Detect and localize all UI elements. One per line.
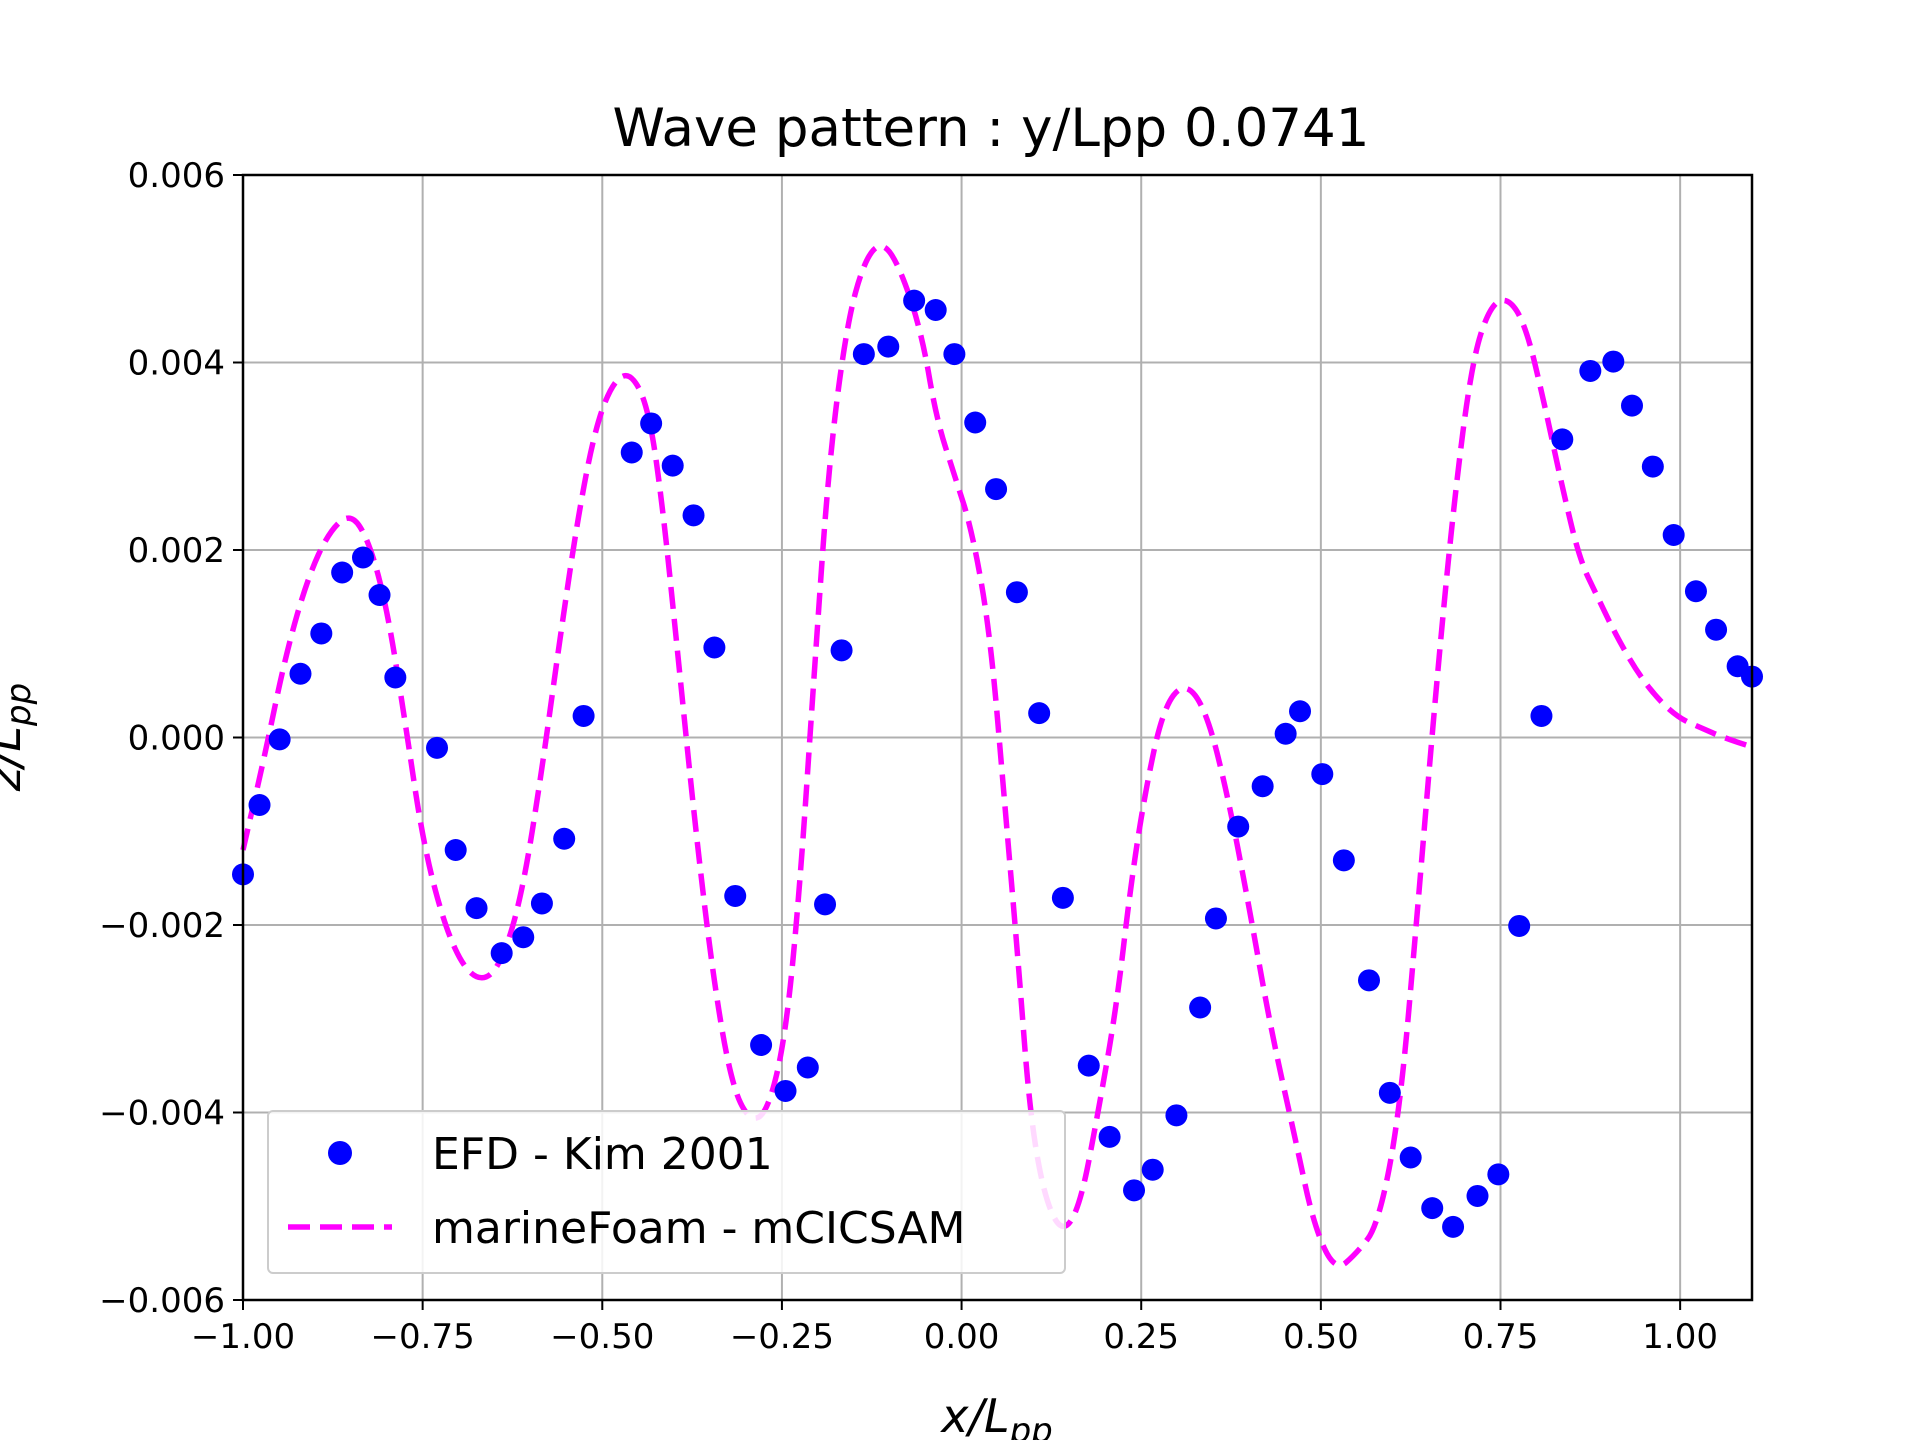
data-point <box>289 662 312 685</box>
y-axis-label: z/Lpp <box>0 683 39 792</box>
data-point <box>331 561 354 584</box>
data-point <box>1358 969 1381 992</box>
x-tick-label: 0.50 <box>1283 1317 1359 1357</box>
x-tick-label: 0.00 <box>924 1317 1000 1357</box>
data-point <box>964 411 987 434</box>
data-point <box>1289 700 1312 723</box>
data-point <box>490 942 513 965</box>
data-point <box>852 343 875 366</box>
data-point <box>1487 1163 1510 1186</box>
data-point <box>1098 1125 1121 1148</box>
data-point <box>1602 350 1625 373</box>
x-tick-label: 0.25 <box>1103 1317 1179 1357</box>
data-point <box>1551 428 1574 451</box>
data-point <box>268 728 291 751</box>
data-point <box>620 441 643 464</box>
legend-label-marinefoam: marineFoam - mCICSAM <box>432 1203 966 1254</box>
x-tick-label: −1.00 <box>191 1317 295 1357</box>
data-point <box>512 926 535 949</box>
x-axis-label: x/Lpp <box>939 1389 1053 1440</box>
legend-box <box>267 1110 1066 1274</box>
data-point <box>1466 1184 1489 1207</box>
y-tick-label: 0.004 <box>128 344 225 384</box>
data-point <box>426 736 449 759</box>
data-point <box>640 412 663 435</box>
data-point <box>796 1056 819 1079</box>
data-point <box>1274 722 1297 745</box>
data-point <box>1378 1081 1401 1104</box>
data-point <box>924 299 947 321</box>
data-point <box>530 892 553 915</box>
series-line-marinefoam <box>240 243 1753 1268</box>
x-tick-label: −0.75 <box>371 1317 475 1357</box>
series-markers-efd <box>232 289 1763 1238</box>
x-tick-label: 0.75 <box>1463 1317 1539 1357</box>
data-point <box>310 622 333 645</box>
data-point <box>553 827 576 850</box>
data-point <box>1051 886 1074 909</box>
data-point <box>985 478 1008 501</box>
data-point <box>750 1034 773 1056</box>
data-point <box>1005 581 1028 604</box>
data-point <box>1028 702 1051 725</box>
data-point <box>1508 914 1531 937</box>
data-point <box>1662 524 1685 546</box>
y-tick-label: −0.002 <box>99 906 225 946</box>
data-point <box>384 666 407 689</box>
data-point <box>1442 1215 1465 1238</box>
chart-title: Wave pattern : y/Lpp 0.0741 <box>613 98 1370 159</box>
plot-series <box>232 243 1763 1268</box>
data-point <box>1227 815 1250 838</box>
data-point <box>1399 1146 1422 1169</box>
data-point <box>1123 1179 1146 1202</box>
data-point <box>903 289 926 312</box>
data-point <box>1641 455 1664 478</box>
x-tick-label: 1.00 <box>1642 1317 1718 1357</box>
legend-marker-efd <box>328 1141 352 1165</box>
data-point <box>248 794 271 816</box>
y-tick-label: 0.000 <box>128 719 225 759</box>
data-point <box>1705 618 1728 641</box>
data-point <box>1579 359 1602 382</box>
data-point <box>1421 1197 1444 1220</box>
data-point <box>877 335 900 358</box>
data-point <box>661 454 684 477</box>
data-point <box>444 839 467 861</box>
y-tick-label: −0.006 <box>99 1281 225 1321</box>
data-point <box>572 704 595 727</box>
x-tick-label: −0.25 <box>730 1317 834 1357</box>
data-point <box>1077 1054 1100 1077</box>
data-point <box>703 636 726 659</box>
data-point <box>724 884 747 907</box>
data-point <box>1165 1104 1188 1127</box>
x-tick-label: −0.50 <box>550 1317 654 1357</box>
data-point <box>1251 775 1274 798</box>
data-point <box>830 639 853 662</box>
legend: EFD - Kim 2001 marineFoam - mCICSAM <box>267 1110 1066 1274</box>
x-axis-ticks: −1.00 −0.75 −0.50 −0.25 0.00 0.25 0.50 0.75 1.00 <box>191 1300 1718 1357</box>
data-point <box>1332 849 1355 872</box>
data-point <box>368 584 391 606</box>
data-point <box>774 1079 797 1102</box>
legend-label-efd: EFD - Kim 2001 <box>432 1129 773 1180</box>
data-point <box>1141 1158 1164 1181</box>
y-tick-label: −0.004 <box>99 1094 225 1134</box>
data-point <box>352 546 375 569</box>
data-point <box>1204 907 1227 930</box>
data-point <box>1311 763 1334 786</box>
data-point <box>1189 996 1212 1019</box>
data-point <box>1620 394 1643 417</box>
data-point <box>943 343 966 366</box>
y-tick-label: 0.002 <box>128 531 225 571</box>
y-tick-label: 0.006 <box>128 156 225 196</box>
data-point <box>1530 704 1553 727</box>
data-point <box>814 893 837 916</box>
data-point <box>682 504 705 527</box>
data-point <box>1684 580 1707 603</box>
y-axis-ticks: −0.006 −0.004 −0.002 0.000 0.002 0.004 0.006 <box>99 156 243 1321</box>
data-point <box>465 897 488 920</box>
